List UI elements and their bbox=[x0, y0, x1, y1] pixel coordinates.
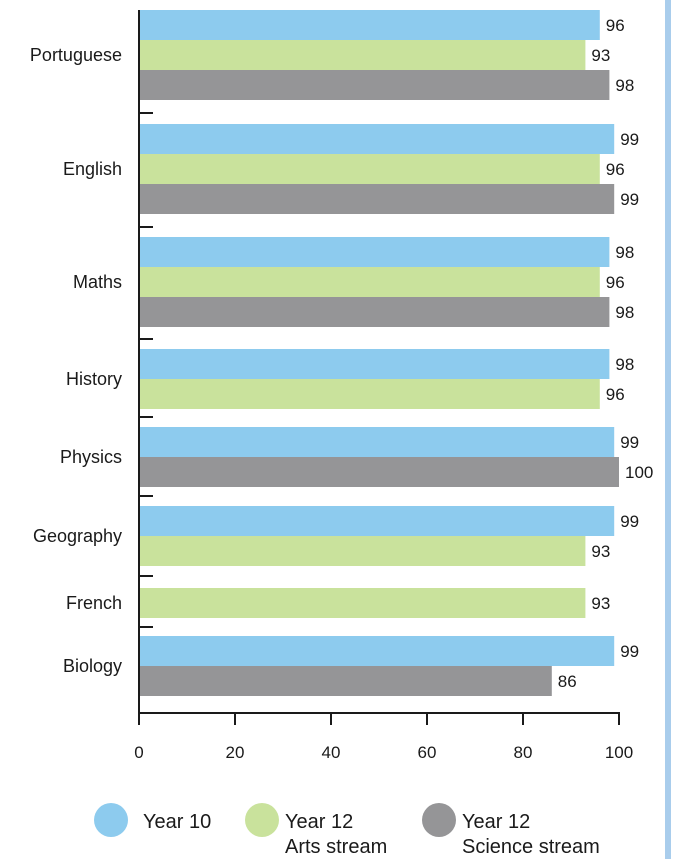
value-label-portuguese-science: 98 bbox=[615, 76, 634, 95]
value-label-english-science: 99 bbox=[620, 190, 639, 209]
bar-biology-year10 bbox=[140, 636, 615, 666]
value-label-english-year10: 99 bbox=[620, 130, 639, 149]
bar-portuguese-year10 bbox=[140, 10, 600, 40]
bar-portuguese-science bbox=[140, 70, 610, 100]
value-label-geography-arts: 93 bbox=[591, 542, 610, 561]
legend-label-science-line1: Year 12 bbox=[462, 811, 530, 833]
bar-english-science bbox=[140, 184, 615, 214]
bar-history-year10 bbox=[140, 349, 610, 379]
x-tick-label: 0 bbox=[134, 743, 143, 762]
value-label-maths-arts: 96 bbox=[606, 273, 625, 292]
value-label-biology-science: 86 bbox=[558, 672, 577, 691]
legend-swatch-year10 bbox=[94, 803, 128, 837]
bar-english-arts bbox=[140, 154, 600, 184]
bar-maths-year10 bbox=[140, 237, 610, 267]
legend-label-arts-line1: Year 12 bbox=[285, 811, 353, 833]
value-label-english-arts: 96 bbox=[606, 160, 625, 179]
value-label-history-arts: 96 bbox=[606, 385, 625, 404]
bar-portuguese-arts bbox=[140, 40, 586, 70]
bars-layer bbox=[140, 10, 619, 696]
bar-maths-science bbox=[140, 297, 610, 327]
category-label-maths: Maths bbox=[73, 272, 122, 292]
value-label-maths-science: 98 bbox=[615, 303, 634, 322]
x-tick-label: 80 bbox=[514, 743, 533, 762]
bar-history-arts bbox=[140, 379, 600, 409]
legend-label-arts-line2: Arts stream bbox=[285, 836, 387, 858]
value-label-french-arts: 93 bbox=[591, 594, 610, 613]
legend-label-year10: Year 10 bbox=[143, 811, 211, 833]
category-label-french: French bbox=[66, 593, 122, 613]
value-label-physics-year10: 99 bbox=[620, 433, 639, 452]
x-tick-label: 60 bbox=[418, 743, 437, 762]
value-label-history-year10: 98 bbox=[615, 355, 634, 374]
x-tick-label: 20 bbox=[226, 743, 245, 762]
bar-french-arts bbox=[140, 588, 586, 618]
labels-layer: 96 93 98 Portuguese 99 96 99 English 98 96 98 Maths… bbox=[30, 16, 653, 691]
bar-physics-science bbox=[140, 457, 619, 487]
decorative-side-rule bbox=[665, 0, 671, 859]
bar-geography-arts bbox=[140, 536, 586, 566]
bar-english-year10 bbox=[140, 124, 615, 154]
axis-layer: 0 20 40 60 80 100 bbox=[134, 10, 633, 762]
value-label-maths-year10: 98 bbox=[615, 243, 634, 262]
value-label-geography-year10: 99 bbox=[620, 512, 639, 531]
value-label-portuguese-arts: 93 bbox=[591, 46, 610, 65]
legend-swatch-arts bbox=[245, 803, 279, 837]
legend-label-science-line2: Science stream bbox=[462, 836, 600, 858]
category-label-english: English bbox=[63, 159, 122, 179]
value-label-physics-science: 100 bbox=[625, 463, 653, 482]
value-label-biology-year10: 99 bbox=[620, 642, 639, 661]
category-label-portuguese: Portuguese bbox=[30, 45, 122, 65]
category-label-history: History bbox=[66, 369, 122, 389]
x-tick-label: 100 bbox=[605, 743, 633, 762]
bar-biology-science bbox=[140, 666, 552, 696]
category-label-biology: Biology bbox=[63, 656, 122, 676]
bar-maths-arts bbox=[140, 267, 600, 297]
bar-physics-year10 bbox=[140, 427, 615, 457]
legend: Year 10 Year 12 Arts stream Year 12 Science … bbox=[94, 803, 600, 858]
category-label-physics: Physics bbox=[60, 447, 122, 467]
x-tick-label: 40 bbox=[322, 743, 341, 762]
category-label-geography: Geography bbox=[33, 526, 122, 546]
legend-swatch-science bbox=[422, 803, 456, 837]
bar-geography-year10 bbox=[140, 506, 615, 536]
value-label-portuguese-year10: 96 bbox=[606, 16, 625, 35]
